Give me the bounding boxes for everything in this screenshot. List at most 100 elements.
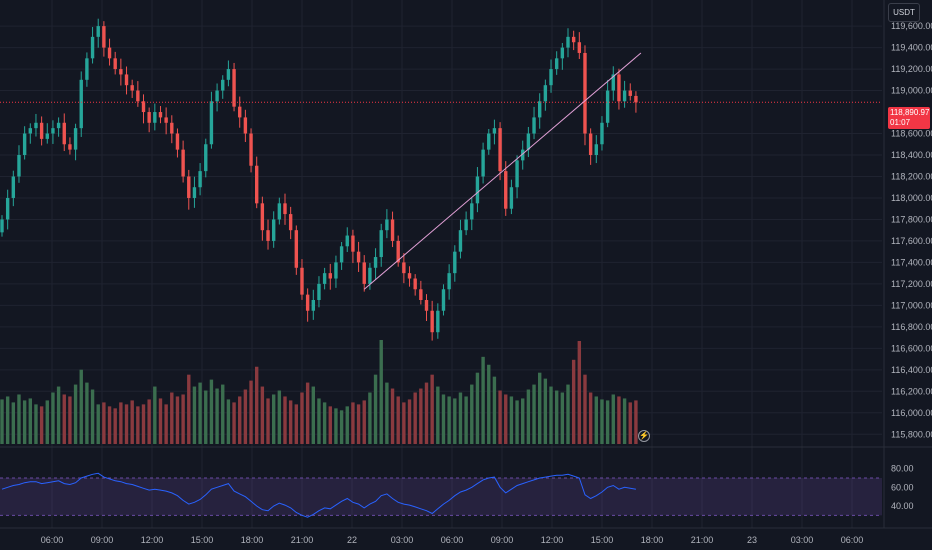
volume-bar	[294, 404, 299, 444]
time-axis-label: 12:00	[541, 535, 564, 545]
price-axis-label: 118,200.00	[891, 171, 932, 181]
candle-body	[339, 246, 344, 263]
volume-bar	[255, 366, 259, 444]
volume-bar	[62, 394, 66, 444]
volume-bar	[453, 398, 457, 444]
volume-bar	[379, 340, 383, 444]
volume-bar	[560, 392, 565, 444]
price-axis-label: 116,000.00	[891, 408, 932, 418]
time-axis-label: 22	[347, 535, 357, 545]
volume-bar	[22, 400, 27, 444]
candle-body	[351, 235, 355, 252]
volume-bar	[396, 396, 400, 444]
candle-body	[11, 176, 16, 198]
volume-bar	[402, 402, 406, 444]
volume-bar	[238, 396, 242, 444]
candle-body	[170, 122, 174, 134]
volume-bar	[243, 389, 248, 444]
volume-bar	[226, 399, 231, 444]
volume-bar	[96, 404, 100, 444]
volume-bar	[260, 386, 265, 444]
candle-body	[373, 257, 378, 268]
grid-lines	[0, 0, 932, 529]
candle-body	[566, 36, 570, 48]
trend-line-drawing[interactable]	[363, 52, 642, 290]
time-axis-label: 09:00	[491, 535, 514, 545]
volume-bar	[351, 402, 355, 444]
candle-body	[283, 203, 287, 215]
time-axis-label: 21:00	[691, 535, 714, 545]
volume-bar	[362, 400, 366, 444]
volume-bar	[317, 398, 321, 444]
candle-body	[447, 273, 451, 290]
candle-body	[407, 273, 412, 279]
time-axis-label: 06:00	[841, 535, 864, 545]
rsi-axis-label: 80.00	[891, 464, 914, 474]
volume-bars	[0, 340, 638, 444]
volume-bar	[68, 396, 72, 444]
volume-bar	[209, 379, 214, 444]
candle-body	[322, 273, 327, 284]
rsi-pane[interactable]	[0, 472, 882, 518]
lightning-icon[interactable]: ⚡	[638, 430, 650, 442]
time-axis-label: 18:00	[641, 535, 664, 545]
volume-bar	[475, 372, 480, 444]
volume-bar	[407, 399, 412, 444]
volume-bar	[56, 386, 61, 444]
candle-body	[441, 289, 446, 311]
volume-bar	[424, 382, 429, 444]
volume-bar	[634, 400, 638, 444]
volume-bar	[441, 394, 446, 444]
volume-bar	[549, 386, 553, 444]
volume-bar	[470, 384, 474, 444]
time-axis-label: 12:00	[141, 535, 164, 545]
volume-bar	[39, 406, 44, 444]
volume-bar	[124, 404, 129, 444]
price-axis-label: 118,000.00	[891, 193, 932, 203]
volume-bar	[28, 398, 32, 444]
volume-bar	[107, 406, 112, 444]
volume-bar	[390, 388, 395, 444]
price-axis-label: 118,600.00	[891, 129, 932, 139]
candle-body	[356, 251, 361, 263]
candle-body	[419, 289, 423, 300]
candle-body	[588, 133, 593, 155]
volume-bar	[288, 400, 293, 444]
time-axis-label: 15:00	[591, 535, 614, 545]
candle-body	[294, 230, 299, 268]
candle-body	[481, 149, 485, 177]
volume-bar	[521, 398, 525, 444]
volume-bar	[17, 394, 21, 444]
price-axis[interactable]: 119,600.00 119,400.00 119,200.00 119,000.00…	[891, 21, 932, 439]
currency-badge[interactable]: USDT	[888, 3, 920, 22]
candle-body	[255, 165, 259, 204]
price-axis-label: 119,600.00	[891, 21, 932, 31]
price-axis-label: 119,400.00	[891, 43, 932, 53]
candle-body	[622, 90, 627, 102]
candle-body	[577, 42, 582, 53]
volume-bar	[481, 356, 485, 444]
bar-countdown: 01:07	[890, 118, 911, 127]
price-axis-label: 117,000.00	[891, 300, 932, 310]
volume-bar	[141, 404, 146, 444]
volume-bar	[164, 404, 168, 444]
price-axis-label: 119,200.00	[891, 64, 932, 74]
candle-body	[379, 230, 383, 258]
volume-bar	[566, 384, 570, 444]
candle-body	[221, 79, 225, 91]
candle-body	[51, 128, 55, 134]
volume-bar	[532, 384, 536, 444]
volume-bar	[628, 402, 632, 444]
volume-bar	[11, 402, 16, 444]
candle-body	[345, 235, 349, 247]
candle-body	[504, 171, 508, 209]
volume-bar	[198, 382, 202, 444]
volume-bar	[277, 390, 282, 444]
volume-bar	[605, 400, 610, 444]
time-axis[interactable]: 06:00 09:00 12:00 15:00 18:00 21:00 22 03:00 06:…	[41, 535, 864, 545]
volume-bar	[187, 374, 191, 444]
candles	[0, 18, 638, 341]
candle-body	[34, 122, 38, 129]
